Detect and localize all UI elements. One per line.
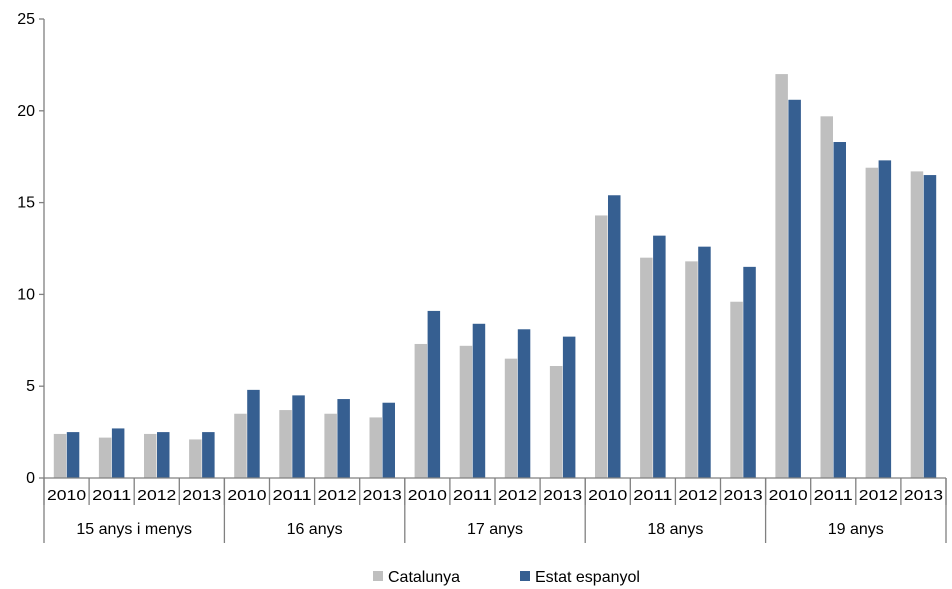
bar-catalunya-14	[685, 261, 698, 478]
x-tick-label-6: 2012	[318, 487, 357, 504]
x-tick-label-14: 2012	[678, 487, 717, 504]
x-tick-label-3: 2013	[182, 487, 221, 504]
bars-layer	[53, 74, 937, 478]
x-tick-label-10: 2012	[498, 487, 537, 504]
legend: Catalunya Estat espanyol	[373, 569, 640, 586]
bar-estat-espanyol-18	[878, 160, 892, 478]
legend-label-catalunya: Catalunya	[388, 569, 460, 586]
bar-estat-espanyol-8	[427, 310, 441, 478]
bar-catalunya-6	[324, 413, 337, 478]
bar-estat-espanyol-0	[66, 432, 80, 478]
bar-estat-espanyol-5	[292, 395, 305, 478]
group-label-4: 19 anys	[828, 521, 884, 538]
bar-estat-espanyol-2	[157, 432, 170, 478]
bar-estat-espanyol-10	[517, 329, 531, 478]
legend-swatch-estat-espanyol	[520, 571, 530, 581]
y-tick-label-25: 25	[17, 11, 35, 28]
x-tick-label-1: 2011	[92, 487, 131, 504]
x-tick-label-4: 2010	[227, 487, 266, 504]
bar-estat-espanyol-1	[111, 428, 125, 478]
group-label-1: 16 anys	[287, 521, 343, 538]
bar-estat-espanyol-3	[202, 432, 215, 478]
bar-catalunya-19	[910, 171, 924, 478]
bar-catalunya-18	[865, 167, 879, 478]
bar-catalunya-1	[98, 437, 112, 478]
bar-catalunya-0	[53, 433, 67, 478]
group-label-3: 18 anys	[647, 521, 703, 538]
x-tick-label-11: 2013	[543, 487, 582, 504]
group-label-0: 15 anys i menys	[76, 521, 192, 538]
x-tick-label-17: 2011	[814, 487, 853, 504]
bar-catalunya-17	[820, 116, 833, 478]
x-tick-label-0: 2010	[47, 487, 86, 504]
bar-catalunya-9	[459, 345, 473, 478]
bar-estat-espanyol-17	[833, 142, 846, 478]
y-tick-label-10: 10	[17, 286, 35, 303]
x-tick-label-2: 2012	[137, 487, 176, 504]
bar-estat-espanyol-11	[562, 336, 576, 478]
bar-estat-espanyol-12	[608, 195, 621, 478]
y-tick-label-5: 5	[26, 378, 35, 395]
x-tick-label-13: 2011	[633, 487, 672, 504]
x-tick-label-12: 2010	[588, 487, 627, 504]
bar-catalunya-4	[234, 413, 247, 478]
x-tick-label-19: 2013	[904, 487, 943, 504]
bar-estat-espanyol-4	[247, 389, 260, 478]
bar-catalunya-16	[775, 74, 788, 478]
x-tick-label-8: 2010	[408, 487, 447, 504]
bar-estat-espanyol-9	[472, 323, 486, 478]
x-tick-label-16: 2010	[769, 487, 808, 504]
x-tick-label-7: 2013	[363, 487, 402, 504]
x-tick-label-9: 2011	[453, 487, 492, 504]
bar-catalunya-5	[279, 410, 292, 478]
labels-layer: 0 5 10 15 20 25 2010 2011 2012 2013 15 anys i meny…	[17, 11, 943, 538]
bar-estat-espanyol-7	[382, 402, 395, 478]
y-tick-label-0: 0	[26, 470, 35, 487]
bar-catalunya-11	[549, 366, 563, 478]
x-tick-label-15: 2013	[724, 487, 763, 504]
bar-estat-espanyol-16	[788, 99, 801, 478]
bar-catalunya-2	[144, 433, 157, 478]
bar-catalunya-12	[595, 215, 608, 478]
bar-estat-espanyol-15	[743, 266, 756, 478]
bar-catalunya-7	[369, 417, 382, 478]
bar-catalunya-10	[504, 358, 518, 478]
bar-estat-espanyol-6	[337, 399, 350, 478]
bar-catalunya-8	[414, 343, 428, 478]
bar-catalunya-13	[640, 257, 653, 478]
bar-estat-espanyol-13	[653, 235, 666, 478]
axes-layer	[39, 18, 947, 543]
y-tick-label-15: 15	[17, 195, 35, 212]
legend-label-estat-espanyol: Estat espanyol	[535, 569, 640, 586]
legend-swatch-catalunya	[373, 571, 383, 581]
bar-catalunya-3	[189, 439, 202, 478]
x-tick-label-5: 2011	[273, 487, 312, 504]
y-tick-label-20: 20	[17, 103, 35, 120]
group-label-2: 17 anys	[467, 521, 523, 538]
bar-estat-espanyol-19	[923, 175, 937, 478]
bar-catalunya-15	[730, 301, 743, 478]
bar-estat-espanyol-14	[698, 246, 711, 478]
x-tick-label-18: 2012	[859, 487, 898, 504]
